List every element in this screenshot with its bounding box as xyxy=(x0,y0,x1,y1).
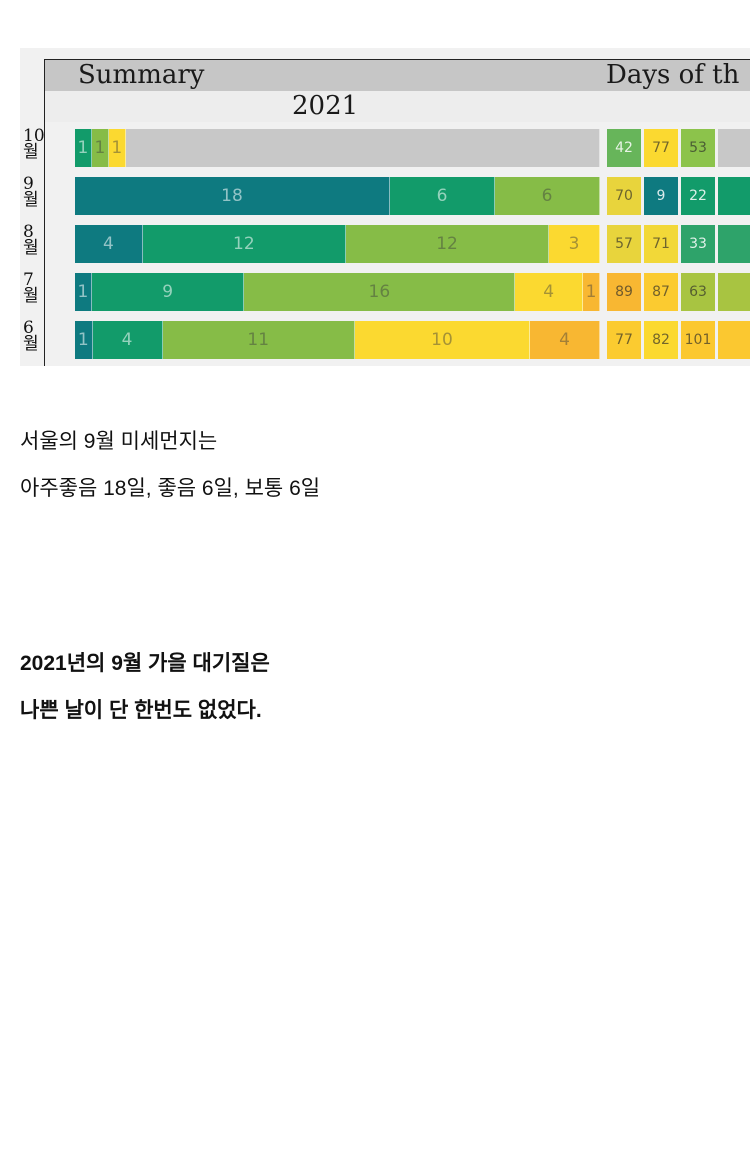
bar-remainder-row0 xyxy=(125,129,600,167)
bar-segment-row4-level0: 1 xyxy=(75,321,93,359)
chart-frame: Summary Days of th 2021 xyxy=(44,59,750,366)
chart-title: Summary xyxy=(78,60,205,90)
bar-segment-row1-level2: 6 xyxy=(495,177,600,215)
bar-segment-row2-level3: 3 xyxy=(549,225,600,263)
year-header-band xyxy=(45,91,750,122)
bar-segment-row3-level0: 1 xyxy=(75,273,92,311)
bar-segment-row0-level3: 1 xyxy=(108,129,126,167)
daily-value-row3-col0: 89 xyxy=(607,273,641,311)
daily-value-row3-clipped xyxy=(718,273,750,311)
bars-layer: 1 1 1 42 77 53 18 6 6 70 9 22 4 12 12 3 57 71 33 1 9 16 4 1 89 87… xyxy=(20,48,750,366)
bar-segment-row2-level1: 12 xyxy=(142,225,346,263)
daily-value-row4-col0: 77 xyxy=(607,321,641,359)
bar-segment-row4-level3: 10 xyxy=(355,321,530,359)
daily-value-row4-col2: 101 xyxy=(681,321,715,359)
daily-value-row0-clipped xyxy=(718,129,750,167)
bar-segment-row1-level1: 6 xyxy=(390,177,495,215)
summary-header-band xyxy=(45,60,750,91)
bar-segment-row4-level1: 4 xyxy=(92,321,163,359)
daily-value-row1-col2: 22 xyxy=(681,177,715,215)
bar-segment-row4-level4: 4 xyxy=(530,321,600,359)
caption-2-line-2: 나쁜 날이 단 한번도 없었다. xyxy=(20,699,262,722)
month-label-10: 10월 xyxy=(23,126,45,162)
daily-value-row2-col0: 57 xyxy=(607,225,641,263)
bar-segment-row1-level0: 18 xyxy=(75,177,390,215)
month-label-9: 9월 xyxy=(23,174,39,210)
bar-segment-row3-level1: 9 xyxy=(91,273,245,311)
daily-value-row1-col0: 70 xyxy=(607,177,641,215)
bar-segment-row2-level0: 4 xyxy=(75,225,143,263)
daily-value-row2-col1: 71 xyxy=(644,225,678,263)
daily-value-row3-col2: 63 xyxy=(681,273,715,311)
caption-1-line-1: 서울의 9월 미세먼지는 xyxy=(20,430,218,453)
caption-2-line-1: 2021년의 9월 가을 대기질은 xyxy=(20,652,270,675)
month-label-8: 8월 xyxy=(23,222,39,258)
daily-value-row2-col2: 33 xyxy=(681,225,715,263)
daily-value-row0-col1: 77 xyxy=(644,129,678,167)
air-quality-chart: Summary Days of th 2021 10월 9월 8월 7월 6월 … xyxy=(20,48,750,366)
daily-value-row0-col0: 42 xyxy=(607,129,641,167)
bar-segment-row3-level4: 1 xyxy=(583,273,600,311)
caption-1-line-2: 아주좋음 18일, 좋음 6일, 보통 6일 xyxy=(20,477,321,500)
bar-segment-row3-level2: 16 xyxy=(244,273,516,311)
bar-segment-row0-level1: 1 xyxy=(75,129,92,167)
bar-segment-row4-level2: 11 xyxy=(162,321,355,359)
bar-segment-row3-level3: 4 xyxy=(515,273,584,311)
days-panel-title: Days of th xyxy=(606,60,740,90)
daily-value-row1-clipped xyxy=(718,177,750,215)
bar-segment-row0-level2: 1 xyxy=(91,129,109,167)
daily-value-row0-col2: 53 xyxy=(681,129,715,167)
month-label-7: 7월 xyxy=(23,270,39,306)
daily-value-row3-col1: 87 xyxy=(644,273,678,311)
bar-segment-row2-level2: 12 xyxy=(345,225,550,263)
daily-value-row1-col1: 9 xyxy=(644,177,678,215)
year-label: 2021 xyxy=(292,91,359,121)
daily-value-row2-clipped xyxy=(718,225,750,263)
daily-value-row4-col1: 82 xyxy=(644,321,678,359)
month-label-6: 6월 xyxy=(23,318,39,354)
daily-value-row4-clipped xyxy=(718,321,750,359)
